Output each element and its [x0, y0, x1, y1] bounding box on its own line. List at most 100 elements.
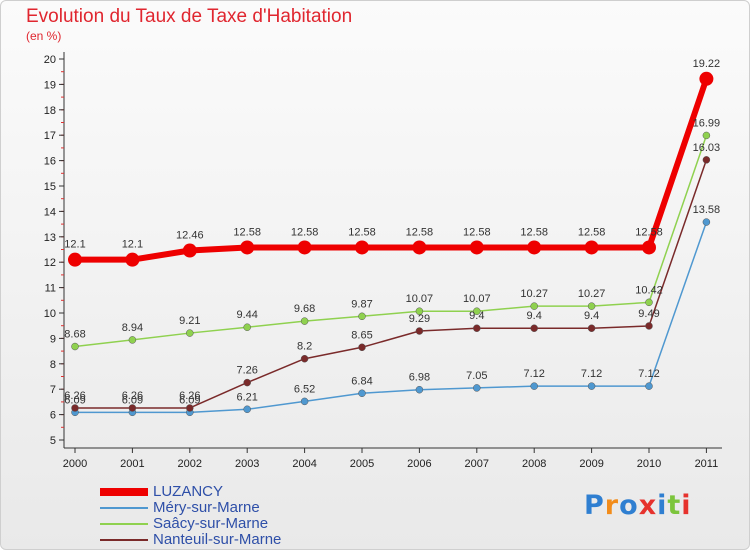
y-tick-label: 20	[44, 54, 56, 66]
data-label: 8.94	[122, 322, 143, 334]
data-label: 16.03	[693, 142, 721, 154]
series-line	[75, 221, 708, 414]
data-point	[527, 240, 542, 255]
axes: 5 6 7 8 9 10 11 12 13 14 15 16 17 18 19 20 2000 2001 2002 2…	[44, 52, 722, 470]
data-point	[415, 385, 424, 394]
data-label: 7.12	[638, 368, 659, 380]
data-label: 12.58	[291, 226, 319, 238]
logo-letter: i	[681, 490, 692, 521]
y-tick-label: 14	[44, 206, 56, 218]
data-label: 10.27	[520, 288, 548, 300]
logo-letter: o	[619, 490, 639, 521]
data-label: 6.21	[236, 391, 257, 403]
data-label: 6.09	[64, 394, 85, 406]
series-line	[75, 77, 710, 263]
data-point	[186, 329, 194, 337]
x-tick-label: 2005	[350, 458, 374, 470]
data-point	[645, 298, 653, 307]
data-labels: 6.09 6.09 6.09 6.21 6.52 6.84 6.98 7.05 7.12 7.12…	[64, 58, 720, 407]
data-point	[128, 336, 137, 344]
data-point	[469, 240, 484, 255]
data-label: 12.46	[176, 230, 204, 242]
data-point	[300, 354, 309, 363]
data-point	[530, 302, 538, 310]
legend-label: Nanteuil-sur-Marne	[153, 531, 282, 548]
data-point	[702, 156, 711, 164]
data-label: 6.26	[179, 390, 200, 402]
x-tick-label: 2008	[522, 458, 546, 470]
x-tick-label: 2009	[579, 458, 603, 470]
chart-title: Evolution du Taux de Taxe d'Habitation	[26, 6, 353, 27]
y-tick-label: 11	[45, 283, 56, 295]
series-line	[75, 159, 708, 409]
data-label: 16.99	[693, 117, 721, 129]
data-point	[645, 322, 653, 330]
data-point	[300, 397, 309, 406]
data-label: 8.68	[64, 329, 85, 341]
logo-letter: P	[584, 490, 605, 521]
legend-swatch	[100, 488, 148, 496]
data-label: 10.27	[578, 288, 606, 300]
x-tick-label: 2006	[407, 458, 431, 470]
legend-label: Saâcy-sur-Marne	[153, 515, 269, 532]
logo-letter: i	[657, 490, 668, 521]
y-tick-label: 18	[44, 105, 56, 117]
data-label: 8.65	[351, 329, 372, 341]
data-point	[415, 327, 424, 335]
data-label: 9.21	[179, 315, 200, 327]
data-label: 12.58	[520, 226, 548, 238]
data-point	[530, 324, 538, 332]
data-label: 9.4	[527, 310, 542, 322]
data-label: 6.09	[122, 394, 143, 406]
data-point	[243, 405, 251, 414]
data-label: 9.87	[351, 298, 372, 310]
legend-swatch	[100, 507, 148, 509]
y-tick-label: 8	[50, 359, 56, 371]
logo-letter: t	[667, 490, 682, 521]
data-label: 7.12	[581, 368, 602, 380]
data-label: 10.42	[635, 284, 663, 296]
legend-swatch	[100, 523, 148, 525]
data-point	[243, 323, 251, 331]
data-point	[587, 324, 596, 332]
data-label: 10.07	[463, 293, 491, 305]
series-line	[74, 135, 708, 348]
data-label: 9.49	[638, 308, 659, 320]
data-point	[297, 240, 312, 255]
data-point	[182, 243, 197, 258]
data-point	[473, 324, 481, 332]
y-tick-label: 5	[50, 435, 56, 447]
y-tick-label: 17	[44, 130, 56, 142]
data-point	[412, 240, 427, 255]
data-label: 7.26	[236, 365, 257, 377]
data-label: 9.29	[409, 313, 430, 325]
x-tick-label: 2002	[178, 458, 202, 470]
data-point	[125, 252, 140, 267]
logo-letter: x	[638, 490, 658, 521]
data-label: 6.09	[179, 394, 200, 406]
data-label: 6.98	[409, 372, 430, 384]
x-tick-label: 2003	[235, 458, 259, 470]
data-point	[530, 382, 538, 390]
data-label: 12.58	[463, 226, 491, 238]
data-point	[702, 131, 711, 140]
data-label: 6.52	[294, 383, 315, 395]
data-point	[355, 240, 369, 255]
legend-label: Méry-sur-Marne	[153, 499, 260, 516]
x-tick-label: 2010	[637, 458, 661, 470]
data-label: 9.44	[236, 309, 257, 321]
data-point	[358, 389, 366, 398]
data-label: 12.1	[122, 239, 143, 251]
y-tick-label: 7	[50, 384, 56, 396]
y-tick-label: 13	[44, 232, 56, 244]
data-point	[645, 382, 653, 390]
logo-letter: r	[604, 490, 620, 521]
data-label: 8.2	[297, 341, 312, 353]
data-label: 12.1	[64, 239, 85, 251]
legend-label: LUZANCY	[153, 483, 224, 500]
y-tick-label: 15	[44, 181, 56, 193]
data-label: 12.58	[635, 226, 663, 238]
x-tick-label: 2007	[465, 458, 489, 470]
data-label: 9.68	[294, 303, 315, 315]
